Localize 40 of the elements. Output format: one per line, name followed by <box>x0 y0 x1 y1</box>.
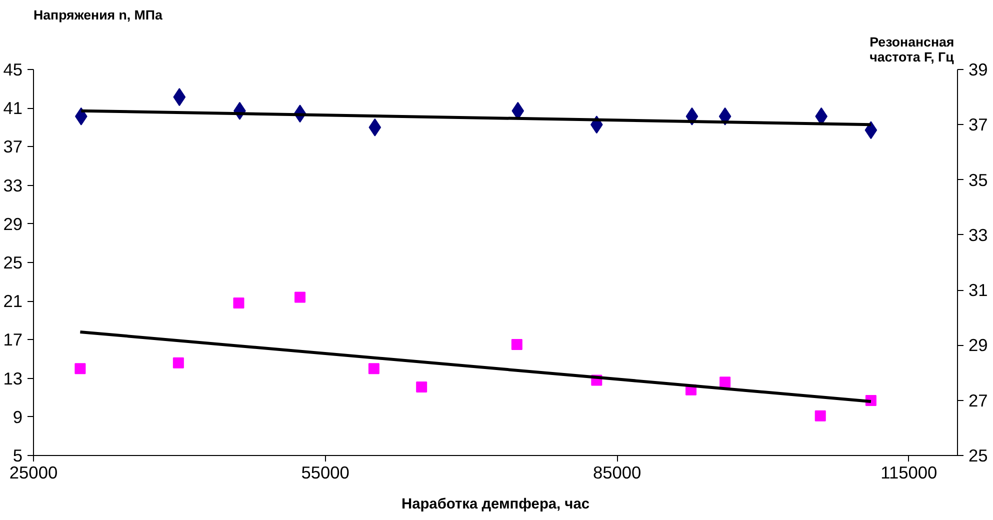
point <box>512 102 524 120</box>
point <box>172 357 184 368</box>
point <box>368 363 380 374</box>
y2-tick-label: 37 <box>968 114 988 135</box>
point <box>233 298 244 309</box>
point <box>720 376 731 388</box>
y2-tick-label: 39 <box>968 60 988 80</box>
x-tick-label: 55000 <box>301 462 350 482</box>
y-tick-label: 33 <box>3 175 23 196</box>
point <box>511 339 522 350</box>
y-tick-label: 17 <box>3 330 23 350</box>
y2-tick-label: 35 <box>968 170 988 190</box>
point <box>294 292 306 303</box>
point <box>368 118 382 136</box>
y-tick-label: 41 <box>3 98 23 118</box>
point <box>74 107 88 126</box>
y2-tick-label: 29 <box>968 335 988 356</box>
y-tick-label: 21 <box>3 291 23 312</box>
y-tick-label: 13 <box>3 368 23 388</box>
y2-tick-label: 31 <box>968 280 988 300</box>
point <box>74 363 86 374</box>
y-tick-label: 45 <box>3 60 23 80</box>
point <box>814 410 826 422</box>
y2-tick-label: 27 <box>968 390 988 410</box>
y-tick-label: 37 <box>3 136 23 157</box>
x-tick-label: 115000 <box>880 462 938 482</box>
x-axis-title: Наработка демпфера, час <box>401 496 590 512</box>
point <box>864 121 878 140</box>
y2-tick-label: 25 <box>968 446 988 466</box>
y2-tick-label: 33 <box>968 224 988 245</box>
x-tick-label: 85000 <box>592 462 642 482</box>
x-tick-label: 25000 <box>9 462 58 482</box>
y-axis-title: Напряжения n, МПа <box>34 8 163 22</box>
y-tick-label: 29 <box>3 214 23 234</box>
point <box>416 381 428 392</box>
y-tick-label: 25 <box>3 252 23 272</box>
y-tick-label: 5 <box>12 446 23 466</box>
point <box>173 88 186 106</box>
y-tick-label: 9 <box>12 406 23 427</box>
y2-axis-title: Резонансная частота F, Гц <box>870 34 955 64</box>
